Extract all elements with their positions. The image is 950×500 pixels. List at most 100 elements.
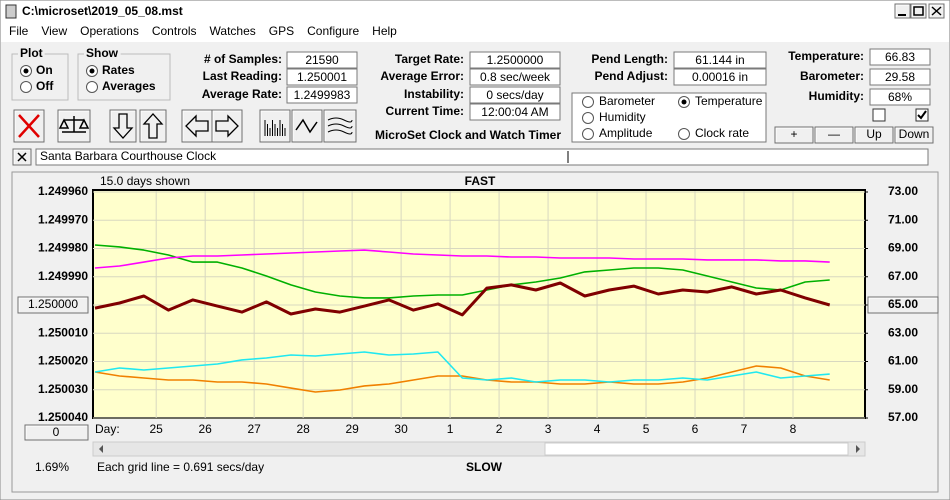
scroll-right[interactable]	[856, 445, 860, 453]
button-label: Up	[866, 127, 882, 141]
y-tick-label: 1.250000	[28, 297, 78, 311]
button-edge	[855, 127, 892, 142]
reading-label: Last Reading:	[203, 69, 282, 83]
clear-glyph	[17, 152, 27, 162]
y2-tick-label: 73.00	[888, 184, 918, 198]
close-button-edge	[929, 4, 943, 17]
y-tick-label: 1.250030	[38, 382, 88, 396]
menu-item[interactable]: Watches	[210, 24, 256, 38]
radio-label: Rates	[102, 63, 135, 77]
series-radio-label: Temperature	[695, 94, 763, 108]
reading-label: Temperature:	[788, 49, 864, 63]
toolbar-button[interactable]	[109, 109, 137, 143]
menu-item[interactable]: Help	[372, 24, 397, 38]
title-bar	[1, 1, 949, 22]
button[interactable]	[894, 126, 934, 144]
reading-label: Humidity:	[809, 89, 864, 103]
minimize-button-edge	[895, 4, 909, 17]
x-tick-label: 2	[496, 422, 503, 436]
maximize-button-edge	[911, 4, 925, 17]
menu-item[interactable]: Configure	[307, 24, 359, 38]
icon-exit	[18, 114, 40, 138]
y2-tick-label: 63.00	[888, 325, 918, 339]
menu-item[interactable]: View	[41, 24, 67, 38]
series-line	[94, 281, 831, 317]
x-tick-label: 7	[741, 422, 748, 436]
center-button[interactable]	[17, 296, 89, 314]
menu-item[interactable]: GPS	[269, 24, 294, 38]
series-radio-label: Humidity	[599, 110, 646, 124]
series-radio-label: Amplitude	[599, 126, 653, 140]
x-axis-label: Day:	[95, 422, 120, 436]
button-edge	[775, 127, 812, 142]
app-icon	[5, 4, 17, 19]
series-radio[interactable]	[678, 128, 690, 140]
x-tick-label: 27	[247, 422, 261, 436]
toolbar-button-edge	[58, 110, 89, 141]
button[interactable]	[774, 126, 814, 144]
radio[interactable]	[86, 81, 98, 93]
toolbar-button-edge	[324, 110, 355, 141]
button-edge	[895, 127, 932, 142]
reading-label: Pend Length:	[591, 52, 668, 66]
y2-tick-label: 65.00	[888, 297, 918, 311]
button[interactable]	[854, 126, 894, 144]
check-mark	[917, 110, 927, 120]
series-box	[571, 92, 767, 143]
watch-name-field	[35, 148, 929, 166]
reading-field	[673, 68, 767, 86]
radio[interactable]	[20, 81, 32, 93]
scrollbar-thumb[interactable]	[544, 442, 849, 456]
menu-item[interactable]: Operations	[80, 24, 139, 38]
toolbar-button[interactable]	[291, 109, 323, 143]
x-tick-label: 8	[790, 422, 797, 436]
series-radio[interactable]	[582, 128, 594, 140]
days-shown: 15.0 days shown	[100, 174, 190, 188]
menu-item[interactable]: File	[9, 24, 29, 38]
bottom-label: SLOW	[466, 460, 503, 474]
x-tick-label: 29	[345, 422, 359, 436]
center-button[interactable]	[867, 296, 939, 314]
toolbar-button[interactable]	[211, 109, 243, 143]
y2-tick-label: 57.00	[888, 410, 918, 424]
icon-up	[142, 113, 164, 139]
button-edge	[815, 127, 852, 142]
reset-button-edge	[25, 425, 87, 439]
reading-label: # of Samples:	[204, 52, 282, 66]
button-label: +	[790, 127, 797, 141]
series-radio[interactable]	[582, 112, 594, 124]
reading-label: Instability:	[404, 87, 464, 101]
reading-field	[469, 51, 561, 69]
toolbar-button[interactable]	[139, 109, 167, 143]
app-name: MicroSet Clock and Watch Timer	[375, 128, 561, 142]
reading-value: 29.58	[885, 70, 915, 84]
toolbar-button-edge	[140, 110, 165, 141]
menu-item[interactable]: Controls	[152, 24, 197, 38]
y2-tick-label: 67.00	[888, 269, 918, 283]
group-title: Show	[86, 46, 119, 60]
y2-tick-label: 61.00	[888, 354, 918, 368]
reading-field	[469, 86, 561, 104]
series-radio[interactable]	[582, 96, 594, 108]
reading-label: Target Rate:	[395, 52, 464, 66]
scroll-left[interactable]	[97, 445, 103, 453]
reading-value: 1.2500000	[487, 53, 544, 67]
checkbox[interactable]	[872, 108, 886, 122]
reading-label: Average Rate:	[202, 87, 282, 101]
window-title: C:\microset\2019_05_08.mst	[22, 4, 183, 18]
icon-lines	[327, 117, 353, 135]
icon-left	[185, 114, 209, 138]
series-line	[94, 244, 830, 299]
button[interactable]	[814, 126, 854, 144]
button-label: —	[828, 127, 840, 141]
center-button-edge	[868, 297, 937, 312]
reading-field	[286, 68, 358, 86]
toolbar-button[interactable]	[323, 109, 357, 143]
x-tick-label: 25	[150, 422, 164, 436]
button-label: Down	[899, 127, 930, 141]
reading-field	[286, 51, 358, 69]
reading-field	[286, 86, 358, 104]
reading-value: 66.83	[885, 50, 915, 64]
reset-button[interactable]	[24, 424, 89, 441]
